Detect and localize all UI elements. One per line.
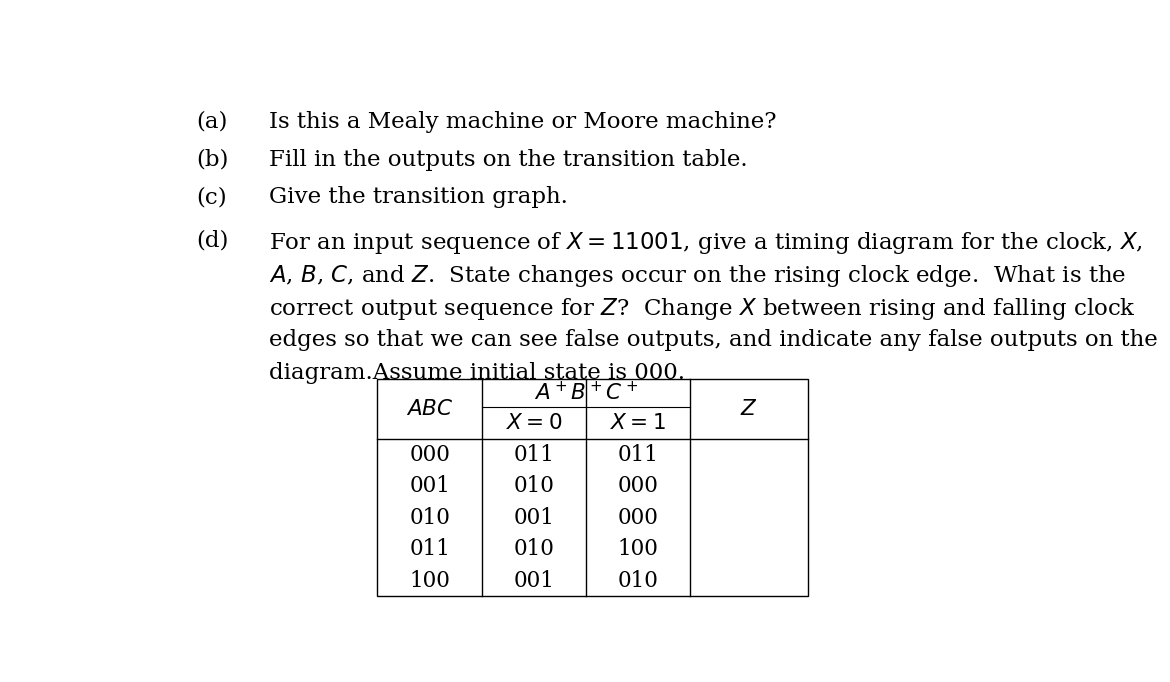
Text: correct output sequence for $Z$?  Change $X$ between rising and falling clock: correct output sequence for $Z$? Change … (269, 296, 1136, 322)
Text: 010: 010 (618, 569, 659, 592)
Text: Give the transition graph.: Give the transition graph. (269, 186, 567, 208)
Text: 001: 001 (410, 475, 450, 497)
Text: $A^+B^+C^+$: $A^+B^+C^+$ (534, 381, 638, 404)
Text: 001: 001 (514, 569, 555, 592)
Text: Fill in the outputs on the transition table.: Fill in the outputs on the transition ta… (269, 149, 748, 170)
Text: (b): (b) (197, 149, 228, 170)
Text: 000: 000 (618, 475, 659, 497)
Text: 001: 001 (514, 507, 555, 529)
Text: (c): (c) (197, 186, 227, 208)
Text: 011: 011 (618, 444, 659, 466)
Text: 010: 010 (514, 475, 555, 497)
Text: 100: 100 (410, 569, 450, 592)
Text: $\mathit{ABC}$: $\mathit{ABC}$ (406, 398, 454, 419)
Text: $A$, $B$, $C$, and $Z$.  State changes occur on the rising clock edge.  What is : $A$, $B$, $C$, and $Z$. State changes oc… (269, 263, 1126, 289)
Text: 011: 011 (410, 538, 450, 560)
Text: diagram.Assume initial state is 000.: diagram.Assume initial state is 000. (269, 362, 684, 384)
Text: 100: 100 (618, 538, 659, 560)
Text: (a): (a) (197, 110, 227, 133)
Text: $X = 0$: $X = 0$ (505, 412, 562, 434)
Text: 000: 000 (410, 444, 450, 466)
Text: 010: 010 (514, 538, 555, 560)
Text: 000: 000 (618, 507, 659, 529)
Text: edges so that we can see false outputs, and indicate any false outputs on the: edges so that we can see false outputs, … (269, 329, 1157, 351)
Text: 011: 011 (514, 444, 555, 466)
Bar (378, 379, 808, 597)
Text: (d): (d) (197, 230, 228, 252)
Text: $\mathit{Z}$: $\mathit{Z}$ (741, 398, 758, 419)
Text: 010: 010 (410, 507, 450, 529)
Text: $X = 1$: $X = 1$ (611, 412, 666, 434)
Text: Is this a Mealy machine or Moore machine?: Is this a Mealy machine or Moore machine… (269, 110, 776, 133)
Text: For an input sequence of $X = 11001$, give a timing diagram for the clock, $X$,: For an input sequence of $X = 11001$, gi… (269, 230, 1143, 256)
